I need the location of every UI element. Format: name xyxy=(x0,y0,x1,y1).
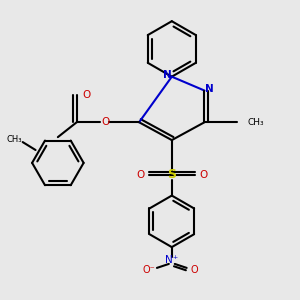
Text: O: O xyxy=(191,265,198,275)
Text: O⁻: O⁻ xyxy=(142,265,155,275)
Text: CH₃: CH₃ xyxy=(247,118,264,127)
Text: S: S xyxy=(167,168,176,181)
Text: O: O xyxy=(200,170,208,180)
Text: O: O xyxy=(136,170,144,180)
Text: CH₃: CH₃ xyxy=(7,135,22,144)
Text: N: N xyxy=(205,84,214,94)
Text: O: O xyxy=(82,89,91,100)
Text: N⁺: N⁺ xyxy=(165,255,178,265)
Text: O: O xyxy=(101,117,110,127)
Text: N: N xyxy=(164,70,172,80)
